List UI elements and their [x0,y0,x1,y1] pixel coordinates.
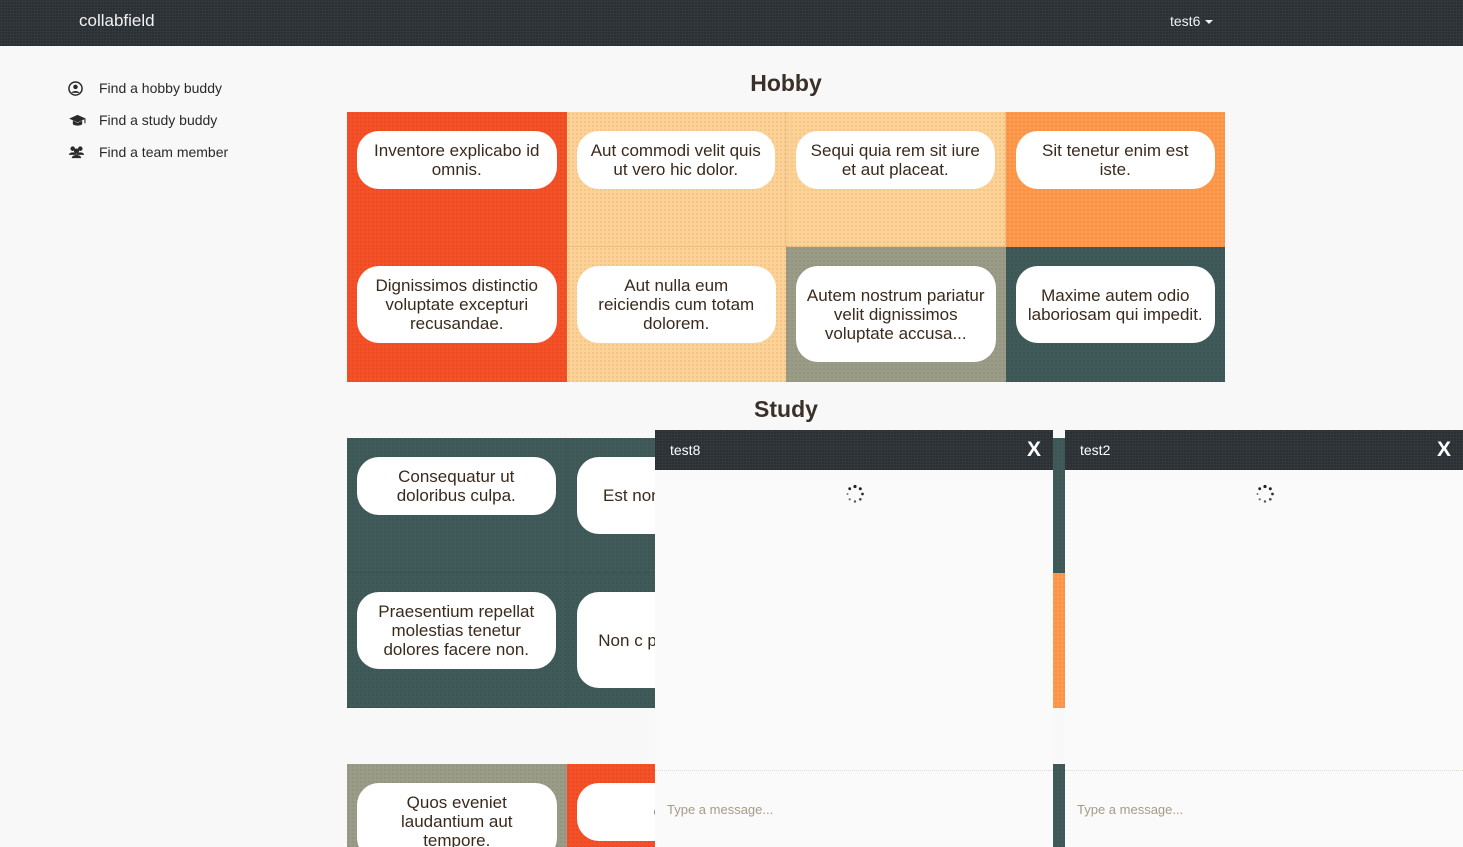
sidebar-item-label: Find a team member [99,144,229,160]
section-title-study: Study [754,396,818,422]
chat-title: test8 [670,442,701,458]
post-card: Sit tenetur enim est iste. [1005,112,1225,247]
loading-spinner-icon [846,484,864,503]
sidebar-item-label: Find a hobby buddy [99,80,222,96]
chat-window-test2: test2 X [1065,430,1463,847]
user-name: test6 [1170,13,1201,29]
post-bubble[interactable]: Aut commodi velit quis ut vero hic dolor… [576,131,775,189]
post-card: Aut commodi velit quis ut vero hic dolor… [566,112,786,247]
close-chat-button[interactable]: X [1026,438,1041,461]
post-card: Maxime autem odio laboriosam qui impedit… [1005,247,1225,382]
section-title-hobby: Hobby [750,70,822,96]
post-bubble[interactable]: Maxime autem odio laboriosam qui impedit… [1015,266,1215,343]
post-bubble[interactable]: Inventore explicabo id omnis. [357,131,557,189]
chat-window-test8: test8 X [655,430,1053,847]
sidebar-item-team[interactable]: Find a team member [68,136,228,168]
post-card: Dignissimos distinctio voluptate exceptu… [347,247,567,382]
post-card: Consequatur ut doloribus culpa. [347,438,567,573]
chat-header[interactable]: test8 X [655,430,1053,470]
post-card: Autem nostrum pariatur velit dignissimos… [786,247,1006,382]
user-menu-dropdown[interactable]: test6 [1170,13,1214,29]
post-bubble[interactable]: Dignissimos distinctio voluptate exceptu… [357,266,557,343]
post-card: Sequi quia rem sit iure et aut placeat. [786,112,1006,247]
chat-message-input[interactable] [655,770,1053,847]
post-bubble[interactable]: Autem nostrum pariatur velit dignissimos… [796,266,996,362]
hobby-grid: Inventore explicabo id omnis. Aut commod… [347,112,1225,382]
top-navbar: collabfield test6 [0,0,1463,46]
caret-down-icon [1205,20,1214,25]
sidebar-item-study[interactable]: Find a study buddy [68,104,228,136]
loading-spinner-icon [1256,484,1274,503]
sidebar: Find a hobby buddy Find a study buddy Fi… [68,72,228,168]
post-bubble[interactable]: Praesentium repellat molestias tenetur d… [357,592,556,669]
sidebar-item-label: Find a study buddy [99,112,218,128]
post-bubble[interactable]: Aut nulla eum reiciendis cum totam dolor… [576,266,776,343]
chat-title: test2 [1080,442,1111,458]
brand-logo[interactable]: collabfield [79,11,155,30]
chat-header[interactable]: test2 X [1065,430,1463,470]
post-bubble[interactable]: Quos eveniet laudantium aut tempore. [357,783,557,847]
users-icon [68,145,99,159]
sidebar-item-hobby[interactable]: Find a hobby buddy [68,72,228,104]
post-card: Praesentium repellat molestias tenetur d… [347,573,567,708]
close-chat-button[interactable]: X [1436,438,1451,461]
chat-message-input[interactable] [1065,770,1463,847]
graduation-cap-icon [68,114,99,127]
post-bubble[interactable]: Consequatur ut doloribus culpa. [357,457,556,515]
post-card: Inventore explicabo id omnis. [347,112,567,247]
user-circle-icon [68,80,99,96]
post-bubble[interactable]: Sit tenetur enim est iste. [1015,131,1215,189]
post-card: Aut nulla eum reiciendis cum totam dolor… [566,247,786,382]
post-card: Quos eveniet laudantium aut tempore. [347,764,567,847]
post-bubble[interactable]: Sequi quia rem sit iure et aut placeat. [796,131,995,189]
